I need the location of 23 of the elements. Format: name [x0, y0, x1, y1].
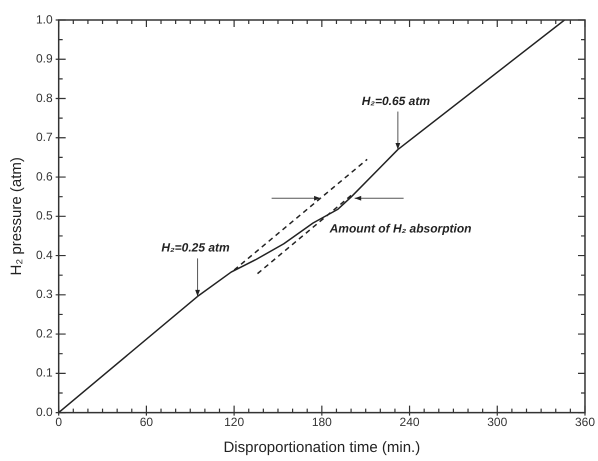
x-tick-label: 60 — [140, 415, 154, 430]
annotation: H₂=0.65 atm — [362, 94, 430, 108]
y-tick-label: 0.4 — [36, 248, 53, 262]
x-tick-label: 240 — [400, 415, 420, 430]
x-tick-label: 300 — [487, 415, 508, 430]
y-tick-label: 0.3 — [36, 287, 53, 302]
y-tick-label: 0.2 — [36, 326, 53, 340]
y-tick-label: 0.9 — [36, 52, 53, 66]
annotation: Amount of H₂ absorption — [328, 222, 472, 236]
y-tick-label: 0.8 — [36, 90, 53, 105]
x-tick-label: 0 — [55, 415, 62, 430]
y-axis-title: H₂ pressure (atm) — [8, 157, 26, 276]
y-tick-label: 1.0 — [36, 12, 53, 26]
x-tick-label: 360 — [574, 415, 596, 430]
y-tick-label: 0.0 — [36, 404, 53, 419]
x-tick-label: 180 — [312, 415, 332, 430]
annotation: H₂=0.25 atm — [161, 240, 230, 255]
y-tick-label: 0.6 — [36, 169, 53, 184]
x-axis-title: Disproportionation time (min.) — [223, 439, 420, 456]
y-tick-label: 0.1 — [36, 366, 53, 380]
y-tick-label: 0.7 — [36, 130, 53, 144]
y-tick-label: 0.5 — [36, 208, 53, 223]
x-tick-label: 120 — [224, 415, 244, 430]
